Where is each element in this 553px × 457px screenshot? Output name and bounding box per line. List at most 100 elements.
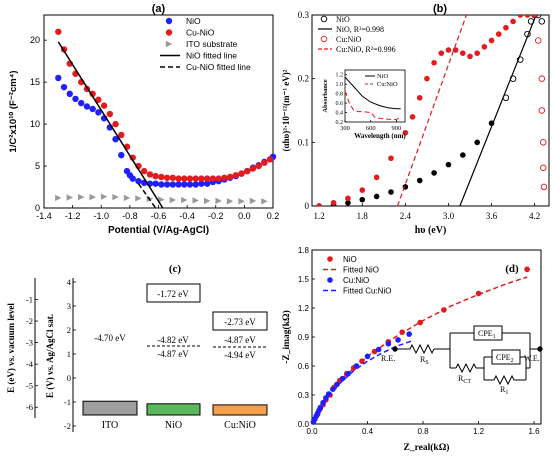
data-point bbox=[445, 161, 452, 168]
legend-marker bbox=[165, 40, 173, 48]
inset-x-title: Wavelength (nm) bbox=[354, 132, 406, 140]
nio-cb-box bbox=[146, 283, 201, 303]
data-point bbox=[215, 197, 222, 205]
data-point bbox=[266, 156, 274, 163]
series-4 bbox=[396, 15, 467, 206]
energy-bar bbox=[82, 400, 138, 416]
data-point bbox=[345, 200, 351, 206]
inset-legend-label: NiO bbox=[377, 73, 389, 80]
data-point bbox=[152, 172, 159, 180]
x-tick-label: 3.6 bbox=[486, 211, 498, 221]
legend-label: Fitted Cu:NiO bbox=[343, 287, 391, 296]
y-tick-label: 5 bbox=[35, 161, 40, 171]
data-point bbox=[100, 193, 108, 200]
legend-label: Cu-NiO fitted line bbox=[186, 62, 251, 72]
y-tick-label: 0.3 bbox=[298, 391, 310, 400]
inset-legend-label: Cu:NiO bbox=[377, 81, 398, 88]
x-tick-label: -1.0 bbox=[93, 211, 109, 221]
x-tick-label: 0.4 bbox=[362, 427, 374, 436]
inset-series-2 bbox=[344, 91, 401, 121]
data-point bbox=[186, 175, 194, 182]
data-point bbox=[359, 187, 366, 193]
data-point bbox=[55, 74, 62, 82]
x-tick-label: 0.0 bbox=[306, 427, 318, 436]
data-point bbox=[388, 189, 394, 195]
data-point bbox=[424, 75, 430, 82]
data-point bbox=[169, 196, 177, 204]
data-point bbox=[238, 170, 245, 177]
cunio-vb-label: -4.94 eV bbox=[224, 350, 256, 360]
right-axis-title: E (V) vs. Ag/AgCl sat. bbox=[45, 314, 55, 398]
panel-label: (d) bbox=[505, 263, 519, 275]
inset-x-tick-label: 300 bbox=[340, 125, 350, 132]
data-point bbox=[510, 18, 516, 25]
rs-label: RS bbox=[420, 355, 429, 366]
x-axis-title: hυ (eV) bbox=[415, 225, 447, 236]
plot-frame bbox=[311, 14, 550, 207]
data-point bbox=[198, 175, 205, 182]
r1-resistor bbox=[493, 374, 515, 386]
data-point bbox=[60, 83, 68, 91]
data-point bbox=[192, 197, 199, 204]
data-point bbox=[140, 167, 148, 175]
data-point bbox=[452, 47, 459, 53]
data-point bbox=[524, 15, 531, 18]
nio-cb-label: -1.72 eV bbox=[157, 289, 189, 299]
plot-area bbox=[316, 15, 548, 206]
y-tick-label: 0.6 bbox=[298, 362, 310, 371]
data-point bbox=[215, 175, 222, 182]
data-point bbox=[534, 37, 542, 44]
data-point bbox=[192, 175, 199, 182]
data-point bbox=[152, 180, 159, 187]
x-axis-title: Potential (V/Ag-AgCl) bbox=[108, 225, 209, 236]
energy-bar bbox=[146, 403, 201, 416]
data-point bbox=[538, 75, 546, 82]
data-point bbox=[181, 196, 188, 204]
inset-y-tick-label: 0.8 bbox=[336, 92, 344, 98]
x-tick-label: 0.2 bbox=[267, 211, 280, 221]
inset: 300 600 900 0.2 0.4 0.6 0.8 1.0 1.2 Wavelength (n… bbox=[322, 69, 406, 140]
x-tick-label: 1.8 bbox=[357, 211, 369, 221]
y-tick-label: 10 bbox=[30, 119, 40, 129]
legend-label: NiO bbox=[343, 255, 357, 264]
inset-y-tick-label: 1.2 bbox=[336, 73, 344, 79]
data-point bbox=[89, 90, 96, 98]
x-tick-label: -1.4 bbox=[36, 211, 52, 221]
fit-line bbox=[57, 41, 164, 209]
legend-label: NiO fitted line bbox=[186, 51, 237, 61]
data-point bbox=[517, 56, 524, 63]
x-tick-label: 1.2 bbox=[473, 427, 485, 436]
left-axis-title: E (eV) vs. vacuum level bbox=[6, 303, 16, 393]
data-point bbox=[238, 198, 245, 205]
data-point bbox=[55, 194, 62, 202]
data-point bbox=[540, 164, 547, 172]
data-point bbox=[503, 24, 509, 31]
plot-frame bbox=[43, 14, 274, 209]
data-point bbox=[118, 151, 125, 159]
data-point bbox=[123, 194, 131, 202]
fit-line bbox=[396, 15, 467, 206]
inset-x-tick-label: 600 bbox=[366, 125, 376, 132]
data-point bbox=[323, 395, 329, 401]
data-point bbox=[112, 120, 119, 128]
data-point bbox=[106, 110, 114, 118]
legend-marker bbox=[327, 277, 333, 283]
data-point bbox=[540, 139, 547, 146]
data-point bbox=[488, 37, 495, 44]
data-point bbox=[402, 129, 409, 136]
data-point bbox=[431, 170, 437, 176]
data-point bbox=[388, 155, 394, 162]
re-label: R.E. bbox=[381, 354, 395, 363]
data-point bbox=[129, 154, 136, 161]
fit-line bbox=[311, 340, 413, 425]
data-point bbox=[203, 197, 211, 205]
data-point bbox=[226, 173, 234, 181]
x-tick-label: -0.2 bbox=[208, 211, 224, 221]
panel-d: (d) 0.0 0.4 0.8 1.2 1.6 0.0 0.3 0.6 0.9 1.2 1.5 1.8 Z… bbox=[281, 246, 543, 453]
data-point bbox=[261, 159, 268, 166]
y-tick-label: 1.5 bbox=[298, 275, 310, 284]
y-tick-label: 0 bbox=[35, 203, 40, 213]
data-point bbox=[78, 99, 85, 107]
r1-label: R1 bbox=[500, 385, 508, 396]
